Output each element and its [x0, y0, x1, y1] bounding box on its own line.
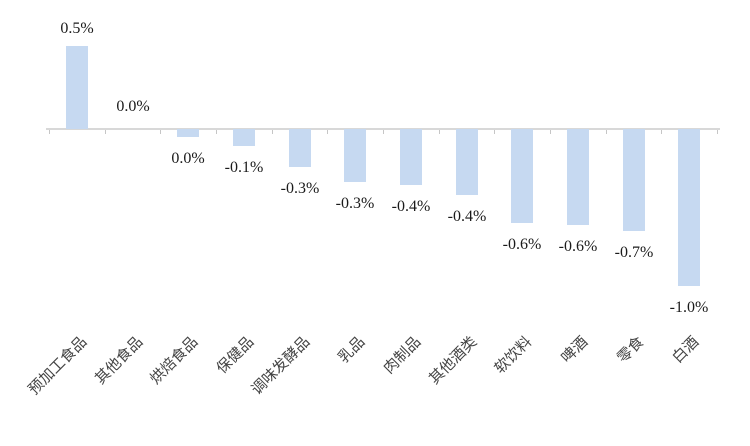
bar — [344, 129, 366, 182]
x-axis-tick — [661, 130, 662, 134]
bar-value-label: -0.3% — [335, 195, 375, 212]
x-axis-tick — [383, 130, 384, 134]
category-label: 其他酒类 — [426, 334, 481, 388]
bar-value-label: 0.5% — [60, 20, 94, 37]
bar-value-label: 0.0% — [171, 150, 205, 167]
x-axis-tick — [272, 130, 273, 134]
category-label: 零食 — [614, 334, 648, 367]
bar-value-label: 0.0% — [116, 98, 150, 115]
x-axis-line — [46, 128, 721, 130]
bar-value-label: -0.4% — [391, 198, 431, 215]
bar — [400, 129, 422, 185]
category-label: 乳品 — [335, 334, 369, 367]
bar — [456, 129, 478, 195]
bar-value-label: -0.6% — [558, 238, 598, 255]
bar — [289, 129, 311, 167]
bar-value-label: -0.7% — [614, 244, 654, 261]
x-axis-tick — [550, 130, 551, 134]
x-axis-tick — [105, 130, 106, 134]
category-label: 白酒 — [669, 334, 703, 367]
bar-value-label: -0.4% — [447, 208, 487, 225]
x-axis-tick — [606, 130, 607, 134]
category-label: 其他食品 — [92, 334, 147, 388]
bar — [511, 129, 533, 223]
bar-value-label: -0.6% — [502, 236, 542, 253]
category-label: 调味发酵品 — [248, 334, 314, 399]
category-label: 啤酒 — [558, 334, 592, 367]
bar — [66, 46, 88, 129]
x-axis-tick — [717, 130, 718, 134]
category-label: 保健品 — [214, 334, 258, 378]
bar — [678, 129, 700, 286]
bar-value-label: -0.3% — [280, 180, 320, 197]
x-axis-tick — [160, 130, 161, 134]
category-label: 肉制品 — [381, 334, 425, 378]
bar-value-label: -1.0% — [669, 299, 709, 316]
x-axis-tick — [439, 130, 440, 134]
x-axis-tick — [327, 130, 328, 134]
x-axis-tick — [494, 130, 495, 134]
category-label: 烘焙食品 — [147, 334, 202, 388]
bar-value-label: -0.1% — [224, 159, 264, 176]
x-axis-tick — [49, 130, 50, 134]
bar — [177, 129, 199, 137]
bar — [567, 129, 589, 225]
category-label: 预加工食品 — [25, 334, 91, 399]
bar — [233, 129, 255, 146]
x-axis-tick — [216, 130, 217, 134]
bar — [623, 129, 645, 231]
category-label: 软饮料 — [492, 334, 536, 378]
